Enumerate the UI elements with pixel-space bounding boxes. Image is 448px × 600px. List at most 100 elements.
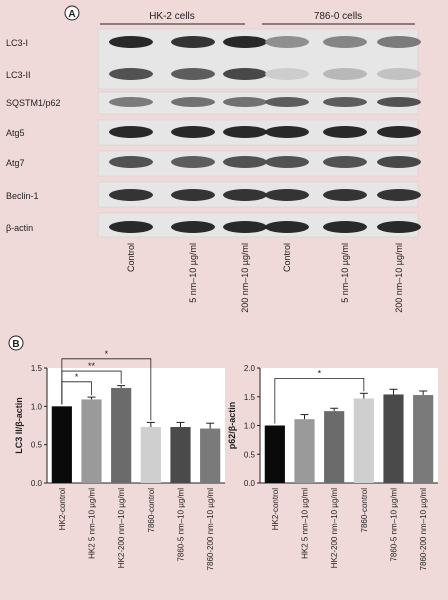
bar-1 [264, 425, 285, 483]
bar-2 [294, 419, 315, 483]
blot-label-beclin-1: Beclin-1 [6, 191, 39, 201]
x-tick-label-3: HK2-200 nm–10 µg/ml [117, 488, 126, 568]
panel-a-badge [64, 5, 80, 21]
lane-label-2: 5 nm–10 µg/ml [188, 243, 198, 303]
band-sqstm1-p62-lane-2 [171, 97, 215, 107]
y-tick-label: 0.0 [244, 479, 256, 488]
bar-3 [111, 387, 132, 483]
lane-label-1: Control [126, 243, 136, 272]
blot-label-atg5: Atg5 [6, 128, 25, 138]
y-tick-label: 0.5 [31, 441, 43, 450]
band-lc3-ii-lane-5 [323, 68, 367, 80]
band-atg5-lane-1 [109, 126, 153, 138]
band-actin-lane-3 [223, 221, 267, 233]
band-atg7-lane-5 [323, 156, 367, 168]
y-tick-label: 1.0 [31, 402, 43, 411]
chart-p62: 0.0 0.5 1.0 1.5 2.0 p62/β-actin HK2-control HK2… [227, 364, 438, 570]
band-atg5-lane-2 [171, 126, 215, 138]
band-beclin-1-lane-2 [171, 189, 215, 201]
band-beclin-1-lane-5 [323, 189, 367, 201]
blot-label-actin: β-actin [6, 223, 33, 233]
blot-label-lc3-i: LC3-I [6, 38, 28, 48]
group-label-786: 786-0 cells [314, 11, 362, 22]
band-actin-lane-4 [265, 221, 309, 233]
bar-5 [170, 427, 191, 483]
x-tick-label-2: HK2 5 nm–10 µg/ml [88, 488, 97, 559]
panel-b-badge [8, 335, 24, 351]
band-sqstm1-p62-lane-5 [323, 97, 367, 107]
significance-mark-1: * [318, 368, 322, 378]
x-tick-label-3: HK2-200 nm–10 µg/ml [330, 488, 339, 568]
band-atg7-lane-2 [171, 156, 215, 168]
significance-bracket-1 [274, 377, 365, 424]
lane-labels: Control 5 nm–10 µg/ml 200 nm–10 µg/ml Contr… [126, 243, 404, 313]
band-sqstm1-p62-lane-1 [109, 97, 153, 107]
blot-label-sqstm1-p62: SQSTM1/p62 [6, 98, 61, 108]
plot-area [260, 368, 438, 483]
bar-4 [140, 427, 161, 483]
panel-a: A HK-2 cells 786-0 cells LC3-I LC3-II SQST… [6, 5, 421, 313]
lane-label-4: Control [282, 243, 292, 272]
band-beclin-1-lane-3 [223, 189, 267, 201]
x-tick-label-4: 7860-control [360, 488, 369, 533]
panel-b: B 0.0 0.5 1.0 1.5 LC3 II/β-actin HK2-control H… [8, 335, 438, 571]
y-tick-label: 0.0 [31, 479, 43, 488]
y-axis-label: LC3 II/β-actin [14, 397, 24, 454]
x-tick-label-1: HK2-control [58, 488, 67, 530]
panel-b-label: B [12, 339, 19, 350]
band-beclin-1-lane-1 [109, 189, 153, 201]
x-tick-label-6: 7860-200 nm–10 µg/ml [419, 488, 428, 571]
band-lc3-i-lane-1 [109, 36, 153, 48]
band-atg5-lane-5 [323, 126, 367, 138]
significance-mark-1: * [75, 372, 79, 382]
band-atg7-lane-1 [109, 156, 153, 168]
band-lc3-i-lane-6 [377, 36, 421, 48]
band-beclin-1-lane-6 [377, 189, 421, 201]
x-tick-label-2: HK2 5 nm–10 µg/ml [301, 488, 310, 559]
y-tick-label: 2.0 [244, 364, 256, 373]
blot-label-lc3-ii: LC3-II [6, 70, 31, 80]
band-atg7-lane-6 [377, 156, 421, 168]
blot-label-atg7: Atg7 [6, 158, 25, 168]
significance-mark-2: ** [88, 361, 96, 371]
significance-mark-3: * [105, 349, 109, 359]
band-atg5-lane-3 [223, 126, 267, 138]
band-lc3-ii-lane-1 [109, 68, 153, 80]
band-sqstm1-p62-lane-4 [265, 97, 309, 107]
band-actin-lane-2 [171, 221, 215, 233]
chart-lc3: 0.0 0.5 1.0 1.5 LC3 II/β-actin HK2-control HK2… [14, 349, 225, 571]
x-tick-label-6: 7860-200 nm–10 µg/ml [206, 488, 215, 571]
panel-a-label: A [68, 9, 75, 20]
band-lc3-ii-lane-6 [377, 68, 421, 80]
band-lc3-ii-lane-3 [223, 68, 267, 80]
band-lc3-i-lane-2 [171, 36, 215, 48]
bar-3 [324, 411, 345, 483]
bar-6 [413, 395, 434, 483]
band-lc3-i-lane-3 [223, 36, 267, 48]
significance-bracket-3 [61, 358, 152, 421]
band-actin-lane-1 [109, 221, 153, 233]
bar-5 [383, 394, 404, 483]
bar-2 [81, 399, 102, 483]
western-blots: LC3-I LC3-II SQSTM1/p62 Atg5 Atg7 Beclin-1 β-a… [6, 28, 421, 238]
bar-1 [51, 406, 72, 483]
band-lc3-i-lane-5 [323, 36, 367, 48]
x-tick-label-5: 7860-5 nm–10 µg/ml [177, 488, 186, 562]
band-sqstm1-p62-lane-6 [377, 97, 421, 107]
lane-label-3: 200 nm–10 µg/ml [240, 243, 250, 313]
group-label-hk2: HK-2 cells [149, 11, 195, 22]
band-actin-lane-6 [377, 221, 421, 233]
x-tick-label-5: 7860-5 nm–10 µg/ml [390, 488, 399, 562]
y-tick-label: 1.5 [31, 364, 43, 373]
plot-area [47, 368, 225, 483]
y-axis-label: p62/β-actin [227, 402, 237, 450]
bar-4 [353, 398, 374, 483]
bar-6 [200, 428, 221, 483]
band-lc3-ii-lane-4 [265, 68, 309, 80]
x-tick-label-4: 7860-control [147, 488, 156, 533]
band-lc3-i-lane-4 [265, 36, 309, 48]
band-lc3-ii-lane-2 [171, 68, 215, 80]
y-tick-label: 1.5 [244, 393, 256, 402]
x-tick-label-1: HK2-control [271, 488, 280, 530]
